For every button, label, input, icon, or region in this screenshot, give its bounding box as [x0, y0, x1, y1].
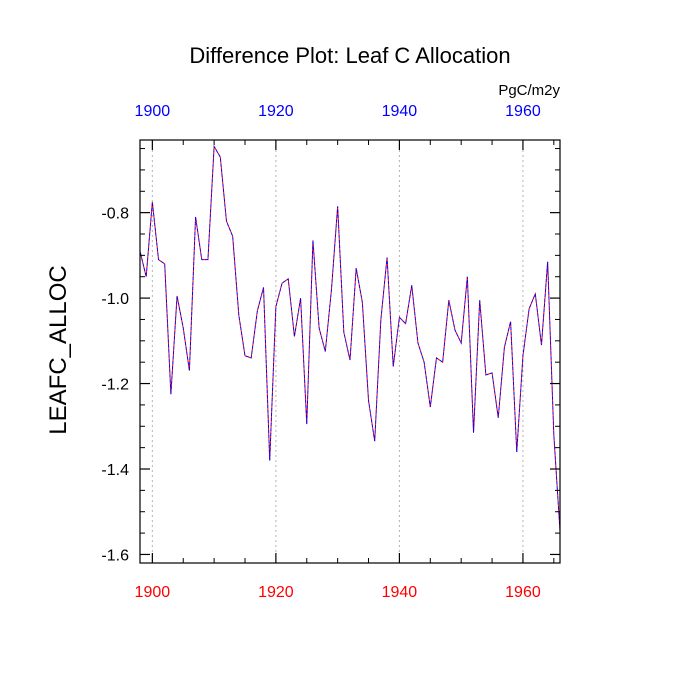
x-tick-label-bottom: 1900	[135, 584, 171, 601]
x-tick-label-bottom: 1940	[382, 584, 418, 601]
series-line-blue	[139, 144, 561, 531]
series-line-red	[139, 144, 561, 531]
x-tick-label-top: 1940	[382, 103, 418, 120]
grid-lines	[151, 140, 524, 563]
axis-ticks: 1900 1900 1920 1920 1940 1940 1960 1960 -1.6 -1.4…	[101, 103, 560, 601]
y-axis-label: LEAFC_ALLOC	[45, 265, 72, 434]
x-tick-label-top: 1900	[135, 103, 171, 120]
x-tick-label-bottom: 1920	[258, 584, 294, 601]
y-tick-label: -1.4	[101, 462, 129, 479]
x-tick-label-top: 1960	[505, 103, 541, 120]
y-tick-label: -1.0	[101, 291, 129, 308]
units-label: PgC/m2y	[498, 82, 560, 99]
x-tick-label-top: 1920	[258, 103, 294, 120]
series-lines	[139, 144, 561, 531]
y-tick-label: -0.8	[101, 206, 129, 223]
chart-title: Difference Plot: Leaf C Allocation	[189, 43, 510, 68]
y-tick-label: -1.2	[101, 377, 129, 394]
plot-frame	[139, 139, 561, 564]
x-tick-label-bottom: 1960	[505, 584, 541, 601]
y-tick-label: -1.6	[101, 547, 129, 564]
